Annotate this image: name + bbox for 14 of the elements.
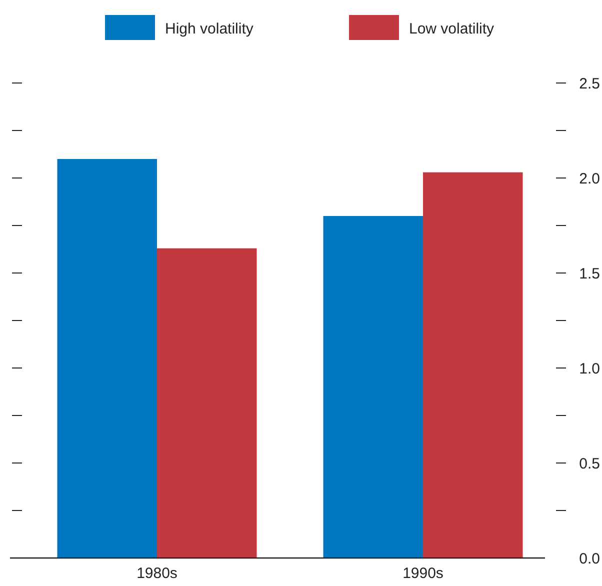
y-tick-label: 1.0	[579, 360, 600, 378]
x-tick-label: 1990s	[402, 565, 444, 582]
bar	[323, 216, 423, 558]
y-tick-label: 2.5	[579, 75, 600, 92]
y-tick-label: 2.0	[579, 170, 600, 188]
bar	[423, 172, 523, 558]
legend-label: Low volatility	[409, 20, 495, 38]
legend-label: High volatility	[165, 20, 254, 38]
bar	[157, 248, 257, 558]
bar	[57, 159, 157, 558]
y-tick-label: 0.0	[579, 550, 600, 568]
x-tick-label: 1980s	[136, 565, 178, 582]
y-tick-label: 0.5	[579, 455, 600, 472]
y-tick-label: 1.5	[579, 265, 600, 282]
